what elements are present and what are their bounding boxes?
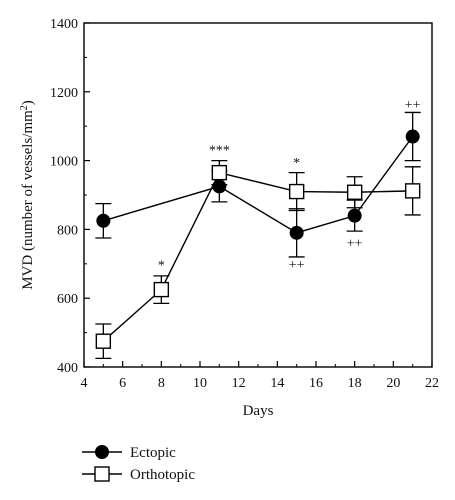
legend: Ectopic Orthotopic (82, 445, 195, 483)
legend-label-ectopic: Ectopic (130, 445, 176, 461)
x-tick-label: 10 (193, 376, 207, 391)
y-tick-label: 1000 (50, 155, 78, 170)
x-tick-label: 18 (348, 376, 362, 391)
axes (83, 22, 433, 368)
x-tick-label: 22 (425, 376, 439, 391)
x-tick-label: 12 (232, 376, 246, 391)
significance-marker: ++ (289, 258, 305, 273)
legend-label-orthotopic: Orthotopic (130, 467, 195, 483)
series-ectopic (95, 111, 421, 258)
y-axis-title-sup: 2 (19, 105, 30, 110)
data-point (153, 281, 170, 298)
y-tick-label: 600 (57, 292, 78, 307)
series-line (103, 136, 414, 234)
x-tick-label: 16 (309, 376, 323, 391)
y-tick-label: 800 (57, 223, 78, 238)
plot-frame (83, 22, 433, 368)
annotations: *****++++++ (158, 98, 421, 274)
ticks: 4 6 8 10 12 14 16 18 20 22 400 600 800 1000 1200 1400 (50, 17, 439, 391)
legend-marker-orthotopic (94, 466, 110, 482)
significance-marker: ++ (405, 98, 421, 113)
data-point (95, 333, 112, 349)
y-tick-label: 400 (57, 361, 78, 376)
y-axis-title-main: MVD (number of vessels/mm (20, 110, 36, 290)
legend-marker-ectopic (95, 445, 109, 459)
series (95, 111, 421, 360)
x-tick-label: 8 (158, 376, 165, 391)
legend-item-ectopic: Ectopic (82, 445, 176, 461)
data-point (289, 225, 304, 240)
data-point (96, 213, 111, 228)
legend-item-orthotopic: Orthotopic (82, 466, 195, 483)
data-point (347, 208, 362, 223)
data-point (346, 184, 363, 200)
data-point (288, 183, 305, 200)
y-axis-title: MVD (number of vessels/mm2) (19, 100, 37, 290)
significance-marker: * (293, 156, 300, 171)
data-point (404, 183, 421, 199)
y-axis-title-tail: ) (20, 100, 36, 105)
x-tick-label: 14 (270, 376, 284, 391)
data-point (212, 179, 227, 194)
x-axis-title: Days (243, 403, 274, 419)
x-tick-label: 4 (81, 376, 88, 391)
significance-marker: *** (209, 143, 230, 158)
data-point (405, 129, 420, 144)
y-tick-label: 1200 (50, 86, 78, 101)
significance-marker: ++ (347, 236, 363, 251)
series-orthotopic (95, 159, 421, 360)
significance-marker: * (158, 259, 165, 274)
x-tick-label: 20 (386, 376, 400, 391)
data-point (211, 164, 228, 181)
y-tick-label: 1400 (50, 17, 78, 32)
series-line (102, 171, 413, 342)
x-tick-label: 6 (119, 376, 126, 391)
